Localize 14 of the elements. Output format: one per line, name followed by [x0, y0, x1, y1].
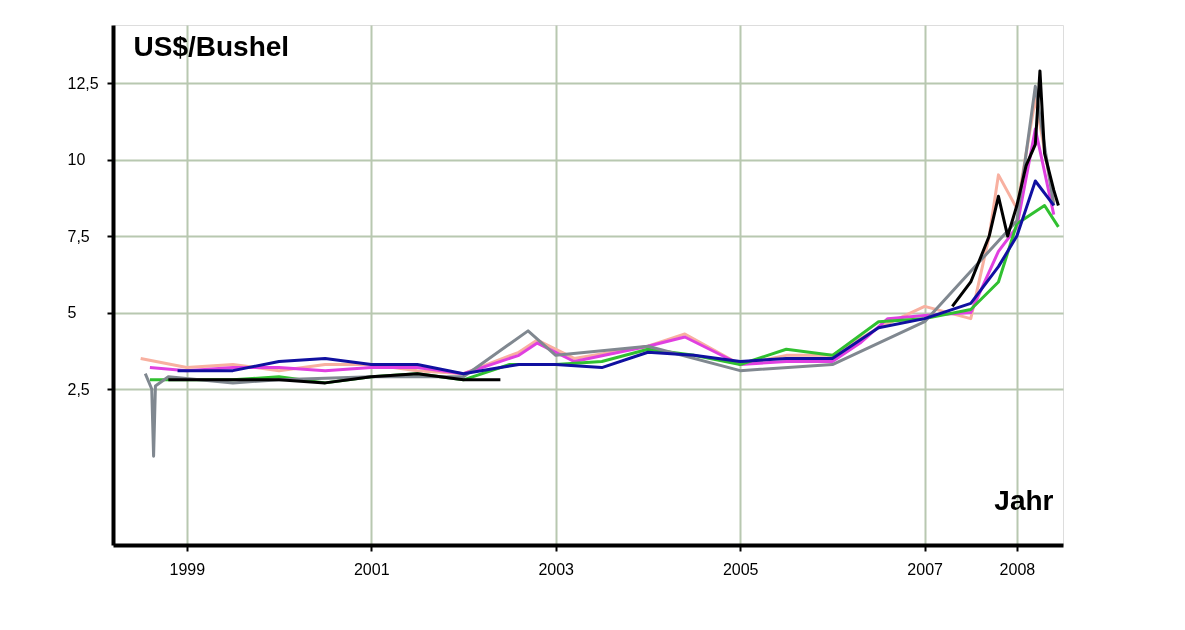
y-tick-label: 2,5 [67, 380, 90, 398]
x-tick-label: 2007 [907, 560, 944, 578]
x-tick-label: 2005 [722, 560, 759, 578]
x-tick-label: 2003 [538, 560, 575, 578]
line-series [176, 179, 1056, 376]
y-tick-label: 10 [67, 151, 86, 169]
y-tick-label: 5 [67, 304, 77, 322]
x-axis-title: Jahr [994, 484, 1054, 516]
y-tick-label: 7,5 [67, 227, 90, 245]
x-tick-label: 2008 [999, 560, 1036, 578]
x-tick-label: 1999 [169, 560, 206, 578]
y-tick-label: 12,5 [67, 74, 99, 92]
y-axis-title: US$/Bushel [133, 30, 290, 62]
x-tick-label: 2001 [353, 560, 390, 578]
